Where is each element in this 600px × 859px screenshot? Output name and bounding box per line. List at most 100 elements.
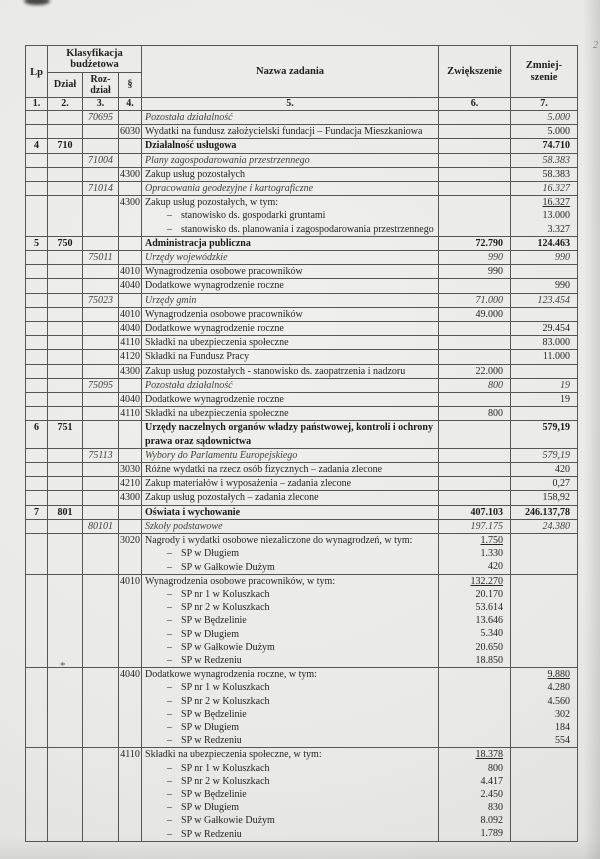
task-name: Wynagrodzenia osobowe pracowników (145, 266, 303, 278)
task-name: Różne wydatki na rzecz osób fizycznych –… (145, 464, 383, 476)
increase-cell: 132.270 20.170 53.614 13.646 5.340 20.650 18.8… (438, 573, 512, 669)
decrease-cell (510, 406, 579, 422)
amount-value: 58.383 (542, 168, 571, 180)
lp-cell: 4 (25, 138, 48, 154)
task-subitem-label: SP w Długiem (181, 802, 239, 814)
dash-marker: – (167, 802, 173, 814)
table-row: 70695 Pozostała działalność 5.000 (25, 109, 579, 126)
task-name: Urzędy gmin (145, 294, 197, 306)
task-subitem-label: SP w Długiem (181, 721, 239, 733)
header-zmniejszenie-line2: szenie (530, 71, 558, 83)
amount-value: 72.790 (475, 237, 504, 249)
dzial-cell (47, 152, 83, 168)
task-name: Zakup materiałów i wyposażenia – zadania… (145, 478, 352, 490)
dzial-cell (47, 250, 83, 266)
task-name: Zakup usług pozostałych - stanowisko ds.… (145, 365, 406, 377)
lp-cell (25, 181, 48, 197)
header-col-number: 1. (25, 97, 48, 111)
dzial-cell (47, 533, 83, 575)
lp-cell: 6 (25, 420, 48, 449)
amount-value: 2.450 (480, 788, 504, 800)
table-row: 75023 Urzędy gmin 71.000 123.454 (25, 292, 579, 308)
task-name-cell: Wydatki na fundusz założycielski fundacj… (141, 124, 440, 140)
table-body: 70695 Pozostała działalność 5.000 6030 Wydat… (25, 109, 579, 842)
lp-cell (25, 462, 48, 478)
lp-cell (25, 406, 48, 422)
amount-value: 579,19 (542, 422, 571, 434)
rozdzial-cell (82, 306, 119, 323)
task-name-cell: Wynagrodzenia osobowe pracowników (141, 306, 440, 323)
header-col-number: 2. (47, 97, 83, 111)
decrease-cell: 19 (510, 392, 579, 408)
increase-cell (438, 392, 512, 408)
dzial-cell (47, 195, 83, 237)
paragraf-cell: 4210 (117, 476, 143, 492)
dzial-cell (47, 392, 83, 408)
amount-value: 71.000 (475, 294, 504, 306)
decrease-cell: 5.000 (510, 109, 579, 126)
amount-value: 20.650 (475, 641, 504, 653)
lp-cell (25, 447, 48, 464)
amount-value: 24.380 (542, 520, 571, 532)
rozdzial-cell (82, 747, 119, 842)
amount-value: 197.175 (470, 520, 504, 532)
dzial-cell (47, 377, 83, 394)
amount-value: 302 (555, 708, 571, 720)
task-name-cell: Nagrody i wydatki osobowe niezaliczone d… (141, 533, 440, 575)
task-name: Urzędy wojewódzkie (145, 252, 228, 264)
task-name-cell: Składki na ubezpieczenia społeczne (141, 335, 440, 351)
table-row: 7 801 Oświata i wychowanie 407.103 246.137,7… (25, 504, 579, 520)
increase-cell (438, 195, 512, 237)
table-header: Lp Klasyfikacja budżetowa Nazwa zadania … (25, 45, 579, 111)
paragraf-cell: 4010 (117, 306, 143, 323)
lp-cell (25, 278, 48, 294)
decrease-cell: 58.383 (510, 166, 579, 183)
amount-value: 16.327 (542, 197, 571, 209)
paragraf-cell: 4110 (117, 335, 143, 351)
amount-value: 1.330 (480, 548, 504, 560)
increase-cell (438, 109, 512, 126)
task-subitem-label: SP w Będzelinie (181, 788, 247, 800)
dzial-cell (47, 447, 83, 464)
paragraf-cell (117, 504, 143, 520)
task-name-cell: Urzędy naczelnych organów władzy państwo… (141, 420, 440, 449)
decrease-cell: 11.000 (510, 349, 579, 365)
increase-cell: 407.103 (438, 504, 512, 520)
header-paragraf: § (117, 72, 143, 98)
rozdzial-cell: 75023 (82, 292, 119, 308)
task-subitem: – SP w Redzeniu (145, 734, 437, 747)
task-subitem-label: stanowisko ds. gospodarki gruntami (181, 210, 326, 222)
lp-cell (25, 476, 48, 492)
header-rozdzial-line1: Roz- (90, 73, 111, 85)
decrease-cell: 83.000 (510, 335, 579, 351)
paragraf-cell: 4040 (117, 667, 143, 749)
rozdzial-cell: 70695 (82, 109, 119, 126)
table-row: 4040 Dodatkowe wynagrodzenie roczne 29.454 (25, 321, 579, 337)
paragraf-cell (117, 152, 143, 168)
amount-value: 158,92 (542, 492, 571, 504)
dzial-cell (47, 181, 83, 197)
rozdzial-cell (82, 573, 119, 669)
task-name: Dodatkowe wynagrodzenie roczne (145, 323, 284, 335)
dzial-cell (47, 124, 83, 140)
header-nazwa-zadania: Nazwa zadania (141, 45, 440, 98)
task-name-cell: Wynagrodzenia osobowe pracowników (141, 264, 440, 280)
rozdzial-cell: 75011 (82, 250, 119, 266)
dzial-cell (47, 264, 83, 280)
paragraf-cell: 4010 (117, 573, 143, 669)
table-row: 71004 Plany zagospodarowania przestrzenne… (25, 152, 579, 168)
amount-value: 800 (488, 762, 504, 774)
task-name: Nagrody i wydatki osobowe niezaliczone d… (145, 535, 413, 547)
amount-value: 4.560 (547, 695, 571, 707)
dash-marker: – (167, 588, 173, 600)
amount-value: 4.417 (480, 775, 504, 787)
rozdzial-cell: 71014 (82, 181, 119, 197)
task-name-cell: Administracja publiczna (141, 235, 440, 252)
amount-value: 124.463 (537, 237, 571, 249)
paragraf-cell: 4010 (117, 264, 143, 280)
amount-value: 19 (560, 379, 571, 391)
lp-cell (25, 363, 48, 379)
task-name-cell: Urzędy wojewódzkie (141, 250, 440, 266)
increase-cell: 72.790 (438, 235, 512, 252)
increase-cell: 197.175 (438, 518, 512, 535)
